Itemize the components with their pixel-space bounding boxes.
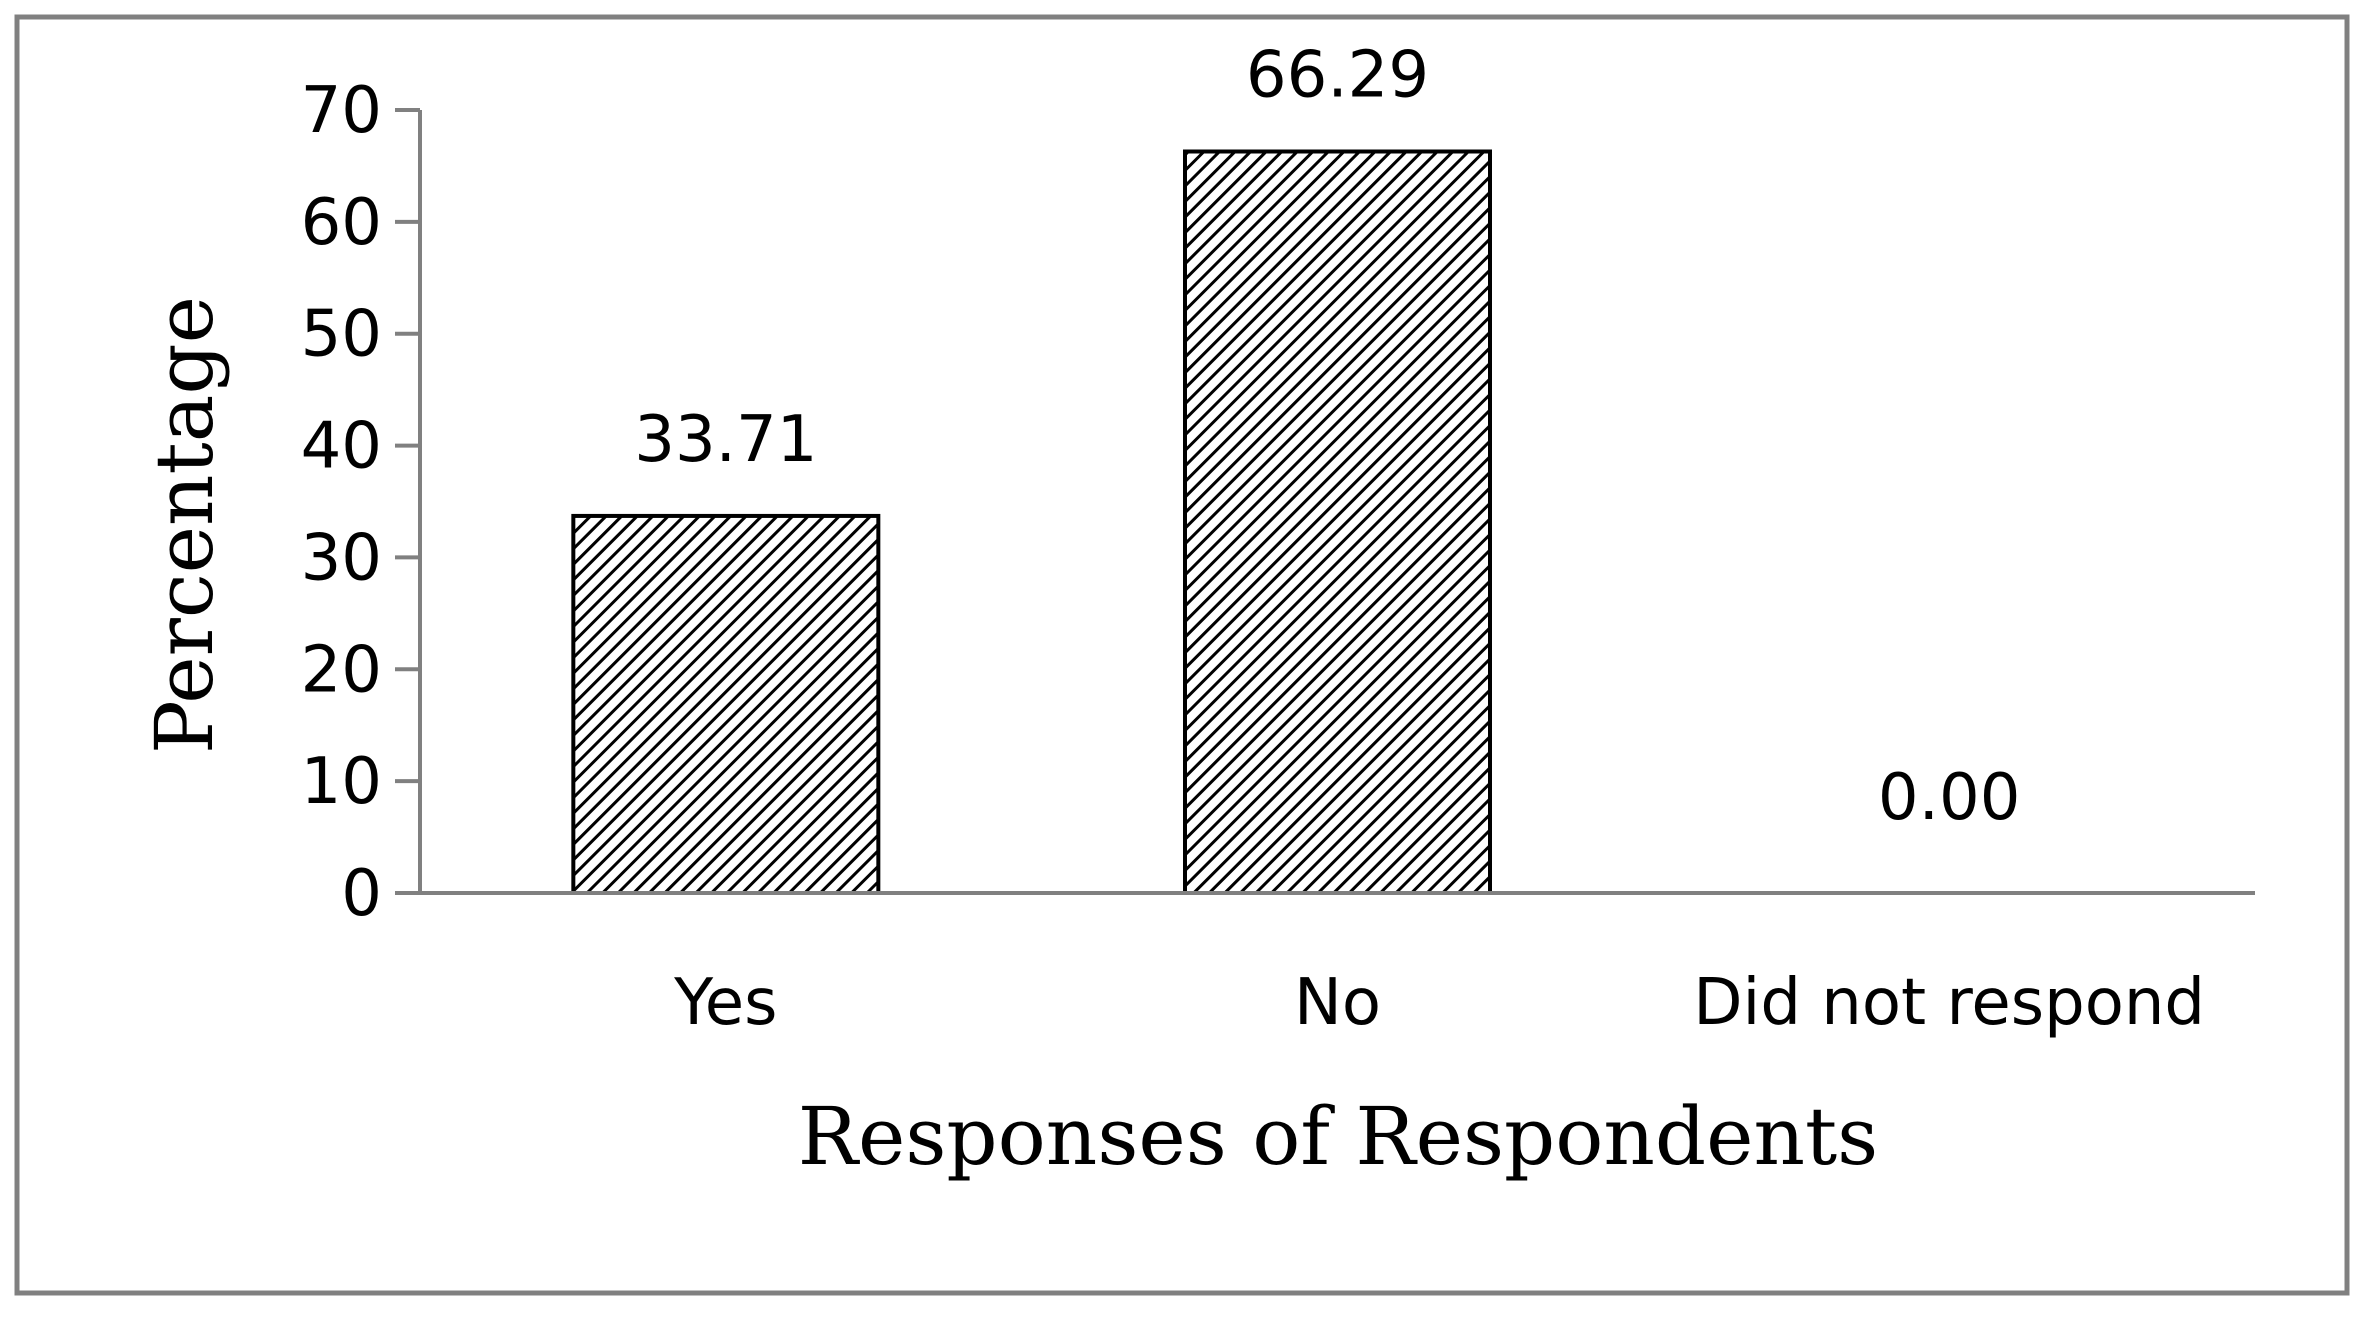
x-category-label: Yes	[673, 966, 777, 1040]
y-tick-label: 20	[301, 633, 382, 707]
y-tick-label: 0	[341, 857, 382, 931]
bar-yes	[571, 513, 881, 895]
x-category-label: Did not respond	[1693, 966, 2205, 1040]
bar-data-label: 66.29	[1246, 38, 1429, 112]
chart-frame	[14, 14, 2350, 1296]
y-axis-ticks: 0 10 20 30 40 50 60 70	[301, 74, 420, 931]
bars-group	[571, 149, 1492, 895]
x-category-label: No	[1294, 966, 1381, 1040]
y-tick-label: 50	[301, 298, 382, 372]
y-tick-label: 70	[301, 74, 382, 148]
y-axis-title: Percentage	[138, 296, 231, 754]
y-tick-label: 60	[301, 186, 382, 260]
y-tick-label: 10	[301, 745, 382, 819]
x-axis-labels: Yes No Did not respond	[673, 966, 2205, 1040]
bar-data-label: 0.00	[1878, 761, 2021, 835]
data-labels-group: 33.71 66.29 0.00	[634, 38, 2020, 835]
x-axis-title: Responses of Respondents	[798, 1090, 1878, 1183]
bar-data-label: 33.71	[634, 403, 817, 477]
bar-no	[1183, 149, 1492, 895]
y-tick-label: 40	[301, 410, 382, 484]
y-tick-label: 30	[301, 521, 382, 595]
